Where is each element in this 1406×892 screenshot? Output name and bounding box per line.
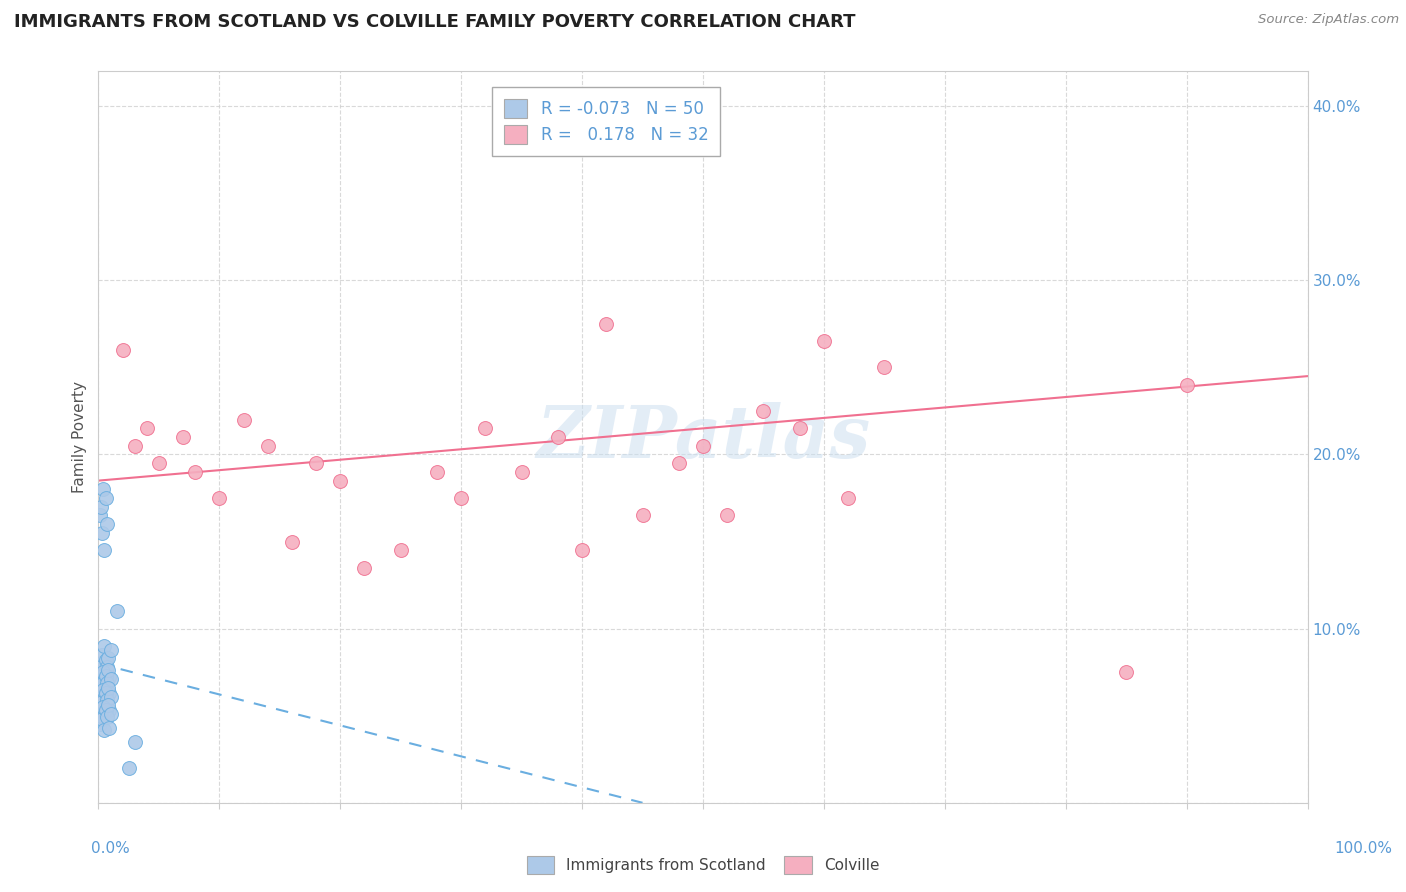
Point (281, 534, 304, 549)
Point (94, 686, 117, 700)
Point (89, 717, 111, 731)
Point (89, 700, 111, 714)
Point (124, 735, 146, 749)
Point (571, 543, 593, 558)
Point (97, 698, 120, 713)
Point (91, 682, 114, 697)
Point (93, 639, 115, 653)
Point (100, 642, 122, 657)
Point (184, 465, 207, 479)
Point (91, 712, 114, 726)
Point (547, 430, 569, 444)
Point (668, 456, 690, 470)
Point (118, 761, 141, 775)
Point (135, 421, 157, 435)
Point (93, 705, 115, 719)
Point (97, 681, 120, 695)
Text: ZIPatlas: ZIPatlas (536, 401, 870, 473)
Point (98, 704, 121, 718)
Text: 100.0%: 100.0% (1334, 841, 1392, 856)
Point (256, 439, 278, 453)
Point (105, 604, 128, 618)
Point (93, 723, 115, 737)
Text: IMMIGRANTS FROM SCOTLAND VS COLVILLE FAMILY POVERTY CORRELATION CHART: IMMIGRANTS FROM SCOTLAND VS COLVILLE FAM… (14, 13, 856, 31)
Point (91, 673, 114, 688)
Point (208, 491, 231, 505)
Point (97, 664, 120, 678)
Point (98, 670, 121, 684)
Point (100, 706, 122, 721)
Point (716, 508, 738, 523)
Point (111, 343, 134, 357)
Point (89, 665, 111, 680)
Point (305, 456, 328, 470)
Point (426, 465, 449, 479)
Point (100, 672, 122, 686)
Point (789, 421, 811, 435)
Point (474, 421, 496, 435)
Point (1115, 665, 1137, 680)
Point (94, 653, 117, 667)
Point (232, 412, 254, 426)
Point (97, 651, 120, 665)
Point (94, 491, 117, 505)
Point (90, 673, 112, 688)
Point (595, 317, 617, 331)
Point (873, 360, 896, 375)
Point (89, 682, 111, 697)
Point (752, 404, 775, 418)
Point (813, 334, 835, 349)
Point (91, 665, 114, 680)
Legend: R = -0.073   N = 50, R =   0.178   N = 32: R = -0.073 N = 50, R = 0.178 N = 32 (492, 87, 720, 155)
Point (90, 500, 112, 514)
Point (172, 430, 194, 444)
Point (90, 657, 112, 671)
Point (91, 525, 114, 540)
Point (91, 648, 114, 662)
Point (124, 439, 146, 453)
Point (96, 660, 118, 674)
Y-axis label: Family Poverty: Family Poverty (72, 381, 87, 493)
Point (90, 708, 112, 723)
Point (450, 491, 472, 505)
Point (98, 686, 121, 700)
Point (96, 693, 118, 707)
Point (692, 439, 714, 453)
Text: 0.0%: 0.0% (91, 841, 131, 856)
Point (100, 690, 122, 704)
Point (91, 677, 114, 691)
Point (91, 700, 114, 714)
Point (94, 668, 117, 682)
Point (94, 704, 117, 718)
Legend: Immigrants from Scotland, Colville: Immigrants from Scotland, Colville (520, 850, 886, 880)
Point (148, 456, 170, 470)
Point (96, 675, 118, 690)
Point (91, 695, 114, 709)
Point (96, 517, 118, 532)
Point (96, 710, 118, 724)
Point (91, 483, 114, 497)
Point (89, 508, 111, 523)
Point (329, 474, 352, 488)
Point (510, 465, 533, 479)
Text: Source: ZipAtlas.com: Source: ZipAtlas.com (1258, 13, 1399, 27)
Point (1175, 377, 1198, 392)
Point (353, 560, 375, 574)
Point (631, 508, 654, 523)
Point (93, 543, 115, 558)
Point (837, 491, 859, 505)
Point (90, 691, 112, 706)
Point (98, 721, 121, 735)
Point (93, 688, 115, 702)
Point (389, 543, 412, 558)
